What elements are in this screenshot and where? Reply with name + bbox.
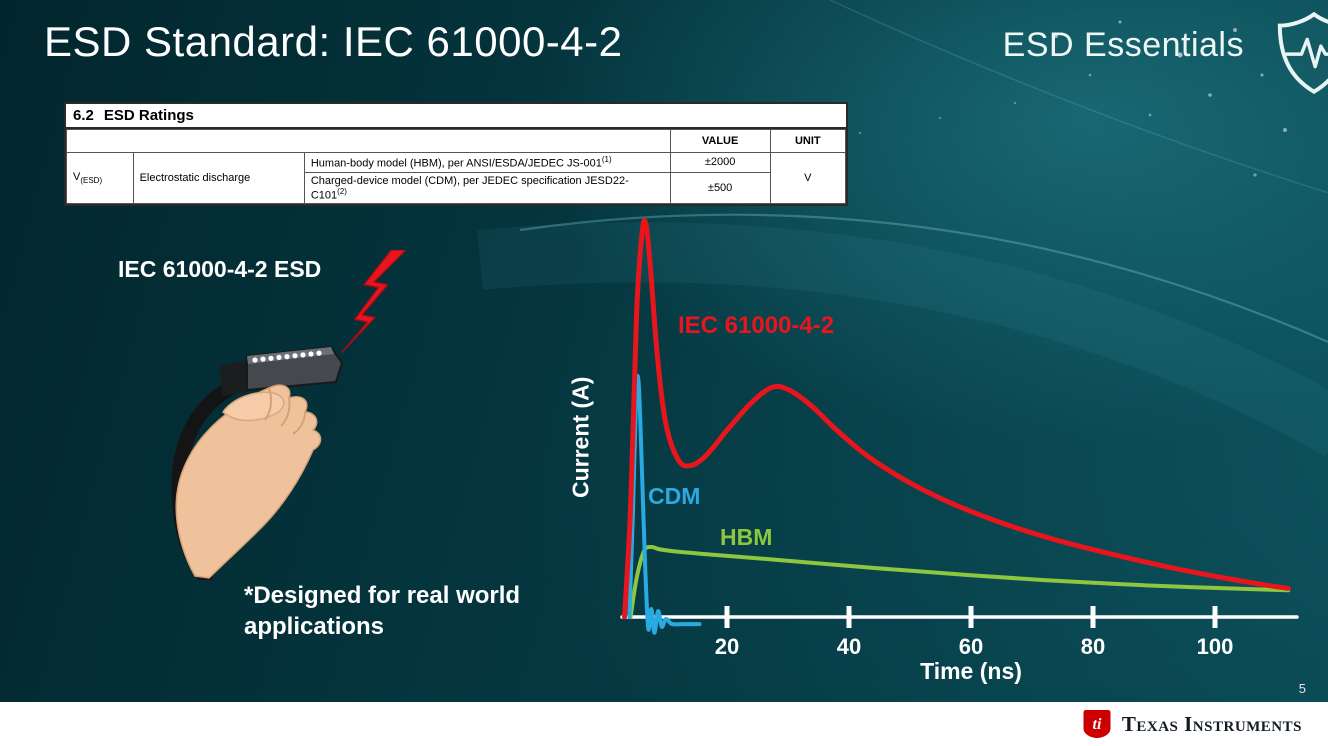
esd-ratings-table: 6.2 ESD Ratings VALUE UNIT V(ESD) Electro…	[64, 102, 848, 207]
ti-logo-icon: ti	[1083, 710, 1111, 738]
table-row: V(ESD) Electrostatic discharge Human-bod…	[66, 151, 847, 205]
note-line-2: applications	[244, 613, 385, 641]
note-line-1: *Designed for real world	[244, 582, 521, 609]
chart-x-axis-label: Time (ns)	[920, 658, 1022, 684]
footer-brand-text: Texas Instruments	[1121, 711, 1302, 736]
x-tick-label: 100	[1197, 634, 1234, 659]
footer-bar: ti Texas Instruments	[0, 702, 1328, 746]
param-symbol: V	[73, 171, 81, 184]
curve-hbm	[628, 544, 1291, 619]
hbm-footnote-ref: (1)	[601, 155, 612, 164]
page-number: 5	[1298, 681, 1306, 696]
x-tick-label: 60	[959, 634, 983, 659]
table-heading: 6.2 ESD Ratings	[66, 104, 846, 129]
series-label-iec-61000-4-2: IEC 61000-4-2	[678, 312, 834, 339]
hand	[175, 384, 322, 579]
esd-shield-icon	[1277, 12, 1328, 94]
hbm-description: Human-body model (HBM), per ANSI/ESDA/JE…	[310, 157, 602, 170]
finger-lines	[264, 387, 306, 435]
x-tick-label: 80	[1081, 634, 1105, 659]
iec-esd-caption: IEC 61000-4-2 ESD	[118, 256, 322, 282]
param-symbol-subscript: (ESD)	[80, 176, 103, 186]
table-row: Charged-device model (CDM), per JEDEC sp…	[67, 171, 846, 205]
hdmi-connector-top-face	[247, 347, 334, 364]
designed-note: *Designed for real world applications	[244, 580, 520, 642]
header-value-cell: VALUE	[669, 129, 771, 153]
series-label-hbm: HBM	[720, 524, 772, 550]
cdm-value-cell: ±500	[669, 171, 771, 205]
esd-current-waveform-chart: 20 40 60 80 100 Time (ns) IEC 61000-4-2 CDM HBM	[620, 217, 1299, 684]
lightning-bolt-icon	[341, 250, 407, 353]
hdmi-pins	[252, 350, 322, 363]
curve-iec-61000-4-2	[622, 217, 1291, 620]
hbm-value-cell: ±2000	[669, 152, 771, 173]
connector-boot	[219, 360, 247, 396]
header-unit-cell: UNIT	[769, 129, 847, 153]
table-header-row: VALUE UNIT	[66, 129, 847, 153]
table-section-number: 6.2	[73, 107, 94, 124]
x-tick-label: 20	[715, 634, 739, 659]
unit-cell: V	[769, 151, 847, 205]
cdm-footnote-ref: (2)	[337, 186, 347, 196]
series-brand-label: ESD Essentials	[1002, 26, 1244, 64]
param-name-cell: Electrostatic discharge	[132, 151, 305, 205]
page-title: ESD Standard: IEC 61000-4-2	[44, 18, 623, 65]
param-symbol-cell: V(ESD)	[66, 151, 134, 205]
cdm-description-cell: Charged-device model (CDM), per JEDEC sp…	[303, 171, 671, 205]
header-empty-cell	[66, 129, 671, 153]
chart-y-axis-label: Current (A)	[567, 376, 594, 499]
cdm-description: Charged-device model (CDM), per JEDEC sp…	[310, 174, 629, 202]
hand-holding-hdmi-illustration	[171, 345, 344, 580]
series-label-cdm: CDM	[648, 483, 700, 509]
x-tick-label: 40	[837, 634, 861, 659]
hbm-description-cell: Human-body model (HBM), per ANSI/ESDA/JE…	[303, 152, 671, 173]
table-heading-text: ESD Ratings	[103, 107, 194, 124]
svg-text:ti: ti	[1092, 716, 1101, 733]
